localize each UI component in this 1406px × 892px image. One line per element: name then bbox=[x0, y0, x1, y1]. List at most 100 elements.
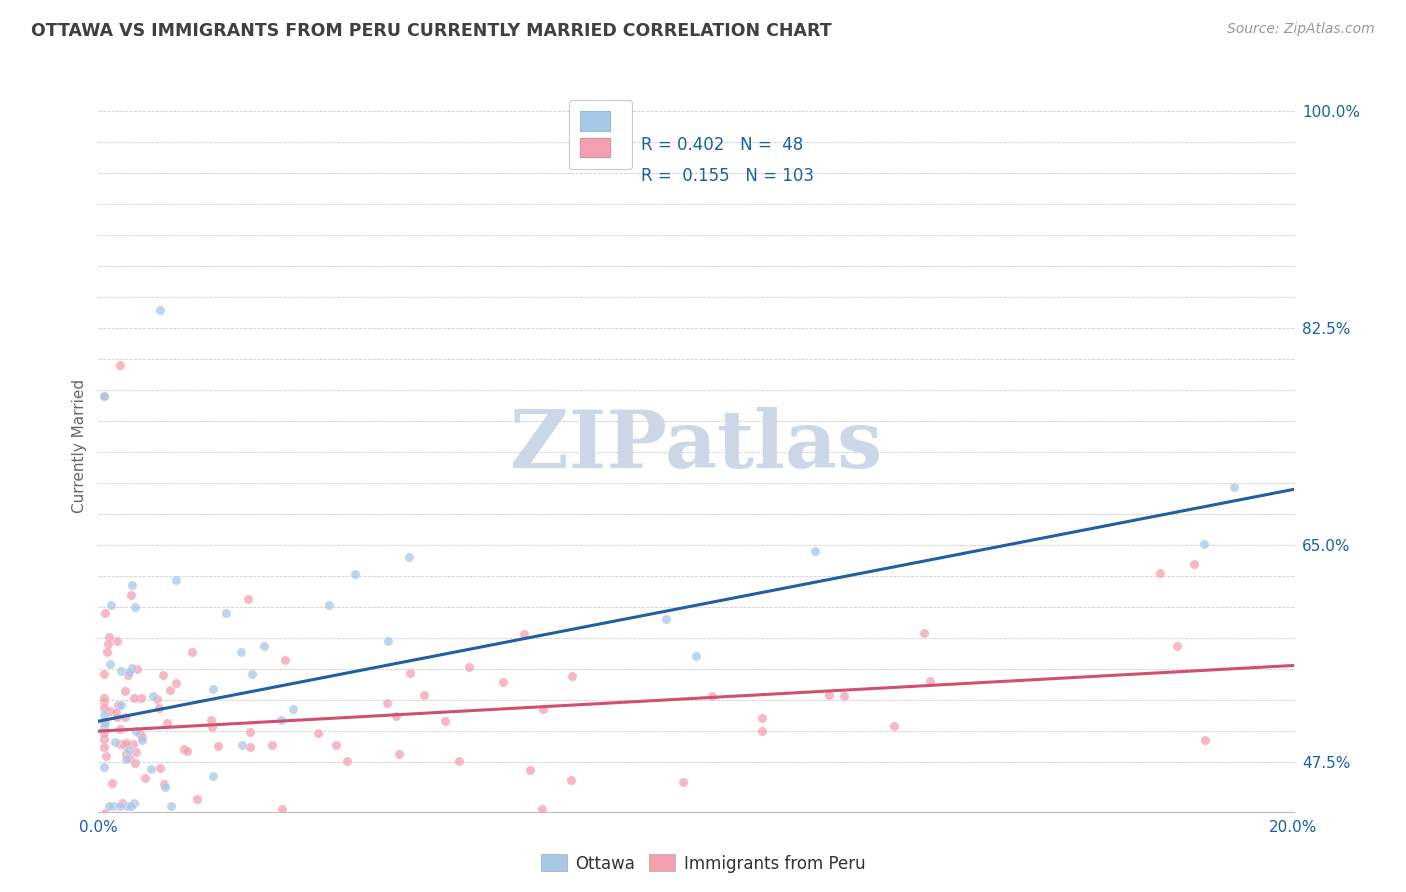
Point bbox=[122, 737, 145, 751]
Point bbox=[110, 737, 132, 751]
Point bbox=[818, 688, 841, 702]
Point bbox=[561, 669, 583, 683]
Point bbox=[377, 634, 399, 648]
Point bbox=[148, 701, 170, 715]
Point bbox=[270, 802, 292, 816]
Legend: Ottawa, Immigrants from Peru: Ottawa, Immigrants from Peru bbox=[534, 847, 872, 880]
Point bbox=[388, 747, 411, 761]
Point bbox=[115, 798, 138, 813]
Point bbox=[519, 763, 541, 777]
Point bbox=[458, 660, 481, 674]
Point bbox=[207, 739, 229, 753]
Point bbox=[98, 630, 121, 644]
Point bbox=[1166, 639, 1188, 653]
Text: Source: ZipAtlas.com: Source: ZipAtlas.com bbox=[1227, 22, 1375, 37]
Point bbox=[165, 676, 187, 690]
Point bbox=[115, 747, 138, 761]
Point bbox=[93, 739, 115, 754]
Point bbox=[343, 566, 366, 581]
Point bbox=[98, 798, 121, 813]
Point bbox=[165, 573, 187, 587]
Point bbox=[181, 645, 204, 659]
Point bbox=[186, 792, 208, 806]
Point bbox=[142, 689, 165, 703]
Point bbox=[104, 705, 127, 719]
Point bbox=[1192, 537, 1215, 551]
Point bbox=[118, 751, 141, 765]
Point bbox=[94, 748, 117, 763]
Point bbox=[260, 738, 283, 752]
Point bbox=[118, 810, 141, 824]
Point bbox=[104, 734, 127, 748]
Point bbox=[215, 606, 238, 620]
Point bbox=[105, 710, 128, 724]
Point bbox=[159, 683, 181, 698]
Point bbox=[239, 725, 262, 739]
Point bbox=[114, 710, 136, 724]
Text: R =  0.155   N = 103: R = 0.155 N = 103 bbox=[641, 167, 814, 185]
Point bbox=[1223, 480, 1246, 494]
Point bbox=[1149, 566, 1171, 581]
Point bbox=[176, 744, 198, 758]
Point bbox=[93, 666, 115, 681]
Point bbox=[478, 848, 501, 863]
Point bbox=[751, 724, 773, 739]
Point bbox=[202, 682, 225, 697]
Point bbox=[131, 732, 153, 747]
Point bbox=[105, 634, 128, 648]
Point bbox=[399, 666, 422, 681]
Point bbox=[107, 698, 129, 713]
Point bbox=[920, 673, 942, 688]
Point bbox=[270, 714, 292, 728]
Point bbox=[492, 675, 515, 690]
Point bbox=[149, 761, 172, 775]
Point bbox=[751, 711, 773, 725]
Point bbox=[134, 771, 156, 785]
Point bbox=[655, 612, 678, 626]
Point bbox=[433, 714, 456, 728]
Point bbox=[93, 760, 115, 774]
Point bbox=[672, 775, 695, 789]
Point bbox=[114, 684, 136, 698]
Point bbox=[685, 648, 707, 663]
Point bbox=[112, 739, 135, 753]
Point bbox=[108, 722, 131, 736]
Point bbox=[100, 776, 122, 790]
Point bbox=[120, 798, 142, 813]
Point bbox=[96, 637, 118, 651]
Point bbox=[93, 389, 115, 403]
Point bbox=[125, 745, 148, 759]
Point bbox=[1182, 557, 1205, 571]
Point bbox=[307, 725, 329, 739]
Point bbox=[108, 798, 131, 813]
Point bbox=[124, 756, 146, 771]
Point bbox=[398, 549, 420, 564]
Point bbox=[94, 715, 117, 730]
Point bbox=[700, 689, 723, 703]
Point bbox=[804, 544, 827, 558]
Point bbox=[108, 359, 131, 373]
Legend: , : , bbox=[568, 100, 633, 169]
Point bbox=[240, 667, 263, 681]
Point bbox=[101, 823, 124, 838]
Point bbox=[912, 626, 935, 640]
Point bbox=[117, 668, 139, 682]
Point bbox=[125, 724, 148, 739]
Point bbox=[124, 599, 146, 614]
Text: ZIPatlas: ZIPatlas bbox=[510, 407, 882, 485]
Point bbox=[129, 691, 152, 706]
Point bbox=[375, 696, 398, 710]
Point bbox=[118, 665, 141, 680]
Point bbox=[100, 813, 122, 827]
Point bbox=[93, 720, 115, 734]
Point bbox=[103, 798, 125, 813]
Point bbox=[98, 704, 121, 718]
Point bbox=[202, 769, 225, 783]
Point bbox=[173, 741, 195, 756]
Text: OTTAWA VS IMMIGRANTS FROM PERU CURRENTLY MARRIED CORRELATION CHART: OTTAWA VS IMMIGRANTS FROM PERU CURRENTLY… bbox=[31, 22, 831, 40]
Point bbox=[132, 855, 155, 869]
Point bbox=[283, 702, 305, 716]
Point bbox=[93, 691, 115, 706]
Point bbox=[152, 668, 174, 682]
Y-axis label: Currently Married: Currently Married bbox=[72, 379, 87, 513]
